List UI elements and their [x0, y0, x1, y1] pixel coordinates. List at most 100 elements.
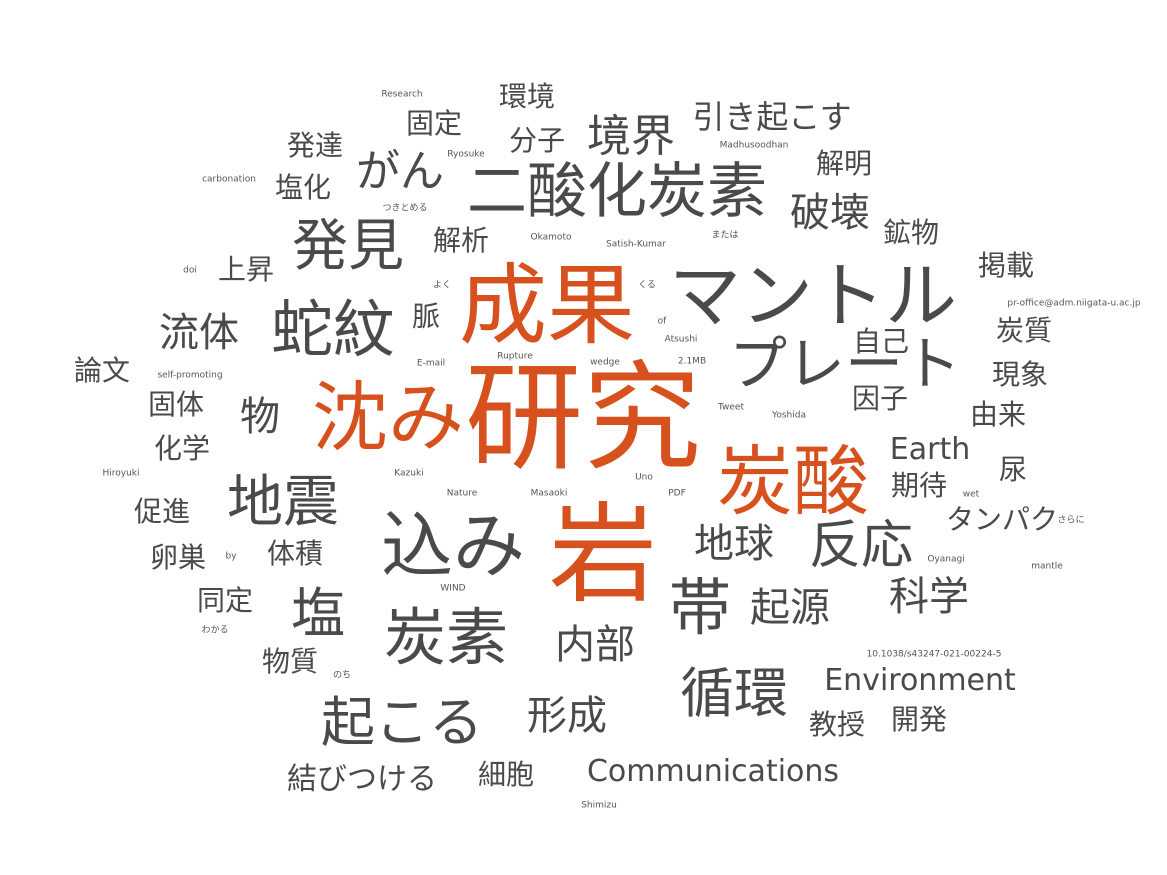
- cloud-word: 物: [240, 394, 280, 440]
- cloud-word: さらに: [1057, 515, 1085, 526]
- cloud-word: self-promoting: [157, 370, 223, 381]
- cloud-word: プレート: [728, 330, 962, 398]
- cloud-word: 塩: [291, 582, 345, 645]
- cloud-word: 固定: [405, 107, 463, 140]
- cloud-word: mantle: [1031, 561, 1063, 572]
- cloud-word: by: [225, 551, 237, 562]
- cloud-word: E-mail: [416, 358, 446, 369]
- cloud-word: Satish-Kumar: [605, 239, 667, 250]
- cloud-word: pr-office@adm.niigata-u.ac.jp: [1007, 298, 1141, 309]
- cloud-word: PDF: [668, 488, 686, 499]
- cloud-word: 教授: [808, 708, 866, 741]
- cloud-word: 因子: [851, 382, 909, 415]
- cloud-word: 塩化: [274, 171, 332, 204]
- cloud-word: of: [657, 316, 667, 327]
- cloud-word: 研究: [464, 349, 702, 487]
- cloud-word: 循環: [680, 662, 788, 725]
- cloud-word: 科学: [889, 574, 969, 620]
- cloud-word: よく: [432, 280, 452, 291]
- cloud-word: 反応: [808, 516, 914, 576]
- cloud-word: Okamoto: [530, 232, 572, 243]
- cloud-word: Shimizu: [581, 800, 617, 811]
- cloud-word: 流体: [159, 310, 239, 356]
- cloud-word: 2.1MB: [677, 356, 707, 367]
- cloud-word: 解明: [815, 147, 873, 180]
- cloud-word: 二酸化炭素: [467, 157, 767, 227]
- cloud-word: 岩: [548, 493, 658, 618]
- cloud-word: Environment: [824, 663, 1016, 698]
- cloud-word: 発達: [286, 129, 344, 162]
- cloud-word: wet: [962, 489, 980, 500]
- cloud-word: 上昇: [217, 253, 275, 286]
- cloud-word: Kazuki: [394, 468, 424, 479]
- cloud-word: タンパク: [945, 503, 1059, 536]
- cloud-word: 10.1038/s43247-021-00224-5: [866, 649, 1002, 660]
- cloud-word: 期待: [890, 469, 948, 502]
- cloud-word: Masaoki: [530, 488, 568, 499]
- cloud-word: doi: [183, 265, 197, 276]
- cloud-word: Atsushi: [664, 334, 698, 345]
- cloud-word: 結びつける: [287, 762, 437, 797]
- cloud-word: マントル: [668, 254, 958, 338]
- cloud-word: 内部: [555, 622, 635, 668]
- cloud-word: Oyanagi: [927, 554, 965, 565]
- cloud-word: 炭酸: [717, 437, 869, 526]
- cloud-word: Research: [381, 89, 423, 100]
- cloud-word: 込み: [380, 504, 526, 588]
- cloud-word: 現象: [991, 358, 1049, 391]
- cloud-word: 鉱物: [882, 216, 940, 249]
- cloud-word: Uno: [635, 472, 653, 483]
- cloud-word: 論文: [73, 354, 131, 387]
- cloud-word: 固体: [147, 388, 205, 421]
- cloud-word: 形成: [527, 693, 607, 739]
- cloud-word: くる: [638, 280, 656, 291]
- cloud-word: 炭質: [995, 314, 1053, 347]
- cloud-word: 分子: [508, 124, 566, 157]
- cloud-word: Tweet: [718, 402, 744, 413]
- cloud-word: WIND: [440, 583, 466, 594]
- cloud-word: Ryosuke: [447, 149, 485, 160]
- cloud-word: 化学: [153, 432, 211, 465]
- cloud-word: 起こる: [321, 691, 483, 754]
- cloud-word: 卵巣: [149, 541, 207, 574]
- cloud-word: Hiroyuki: [102, 468, 140, 479]
- cloud-word: 解析: [432, 224, 490, 257]
- cloud-word: 同定: [196, 584, 254, 617]
- cloud-word: がん: [356, 146, 444, 197]
- cloud-word: Earth: [889, 432, 971, 467]
- cloud-word: 境界: [587, 111, 675, 162]
- cloud-word: のち: [332, 670, 352, 681]
- cloud-word: 尿: [998, 453, 1028, 486]
- cloud-word: 帯: [668, 571, 732, 644]
- cloud-word: 沈み: [312, 373, 464, 462]
- cloud-word: 体積: [266, 537, 324, 570]
- cloud-word: 自己: [852, 325, 910, 358]
- cloud-word: つきとめる: [382, 203, 428, 214]
- cloud-word: 掲載: [977, 249, 1035, 282]
- cloud-word: wedge: [590, 357, 620, 368]
- cloud-word: Nature: [446, 488, 478, 499]
- cloud-word: 起源: [750, 585, 830, 631]
- cloud-word: carbonation: [202, 174, 256, 185]
- cloud-word: Communications: [586, 754, 840, 789]
- cloud-word: 環境: [498, 80, 556, 113]
- cloud-word: Yoshida: [772, 410, 806, 421]
- cloud-word: 破壊: [790, 190, 870, 236]
- cloud-word: 促進: [133, 495, 191, 528]
- cloud-word: Rupture: [497, 351, 533, 362]
- cloud-word: 炭素: [383, 601, 509, 674]
- cloud-word: または: [711, 230, 739, 241]
- cloud-word: 脈: [411, 300, 441, 333]
- cloud-word: 開発: [890, 703, 948, 736]
- cloud-word: 成果: [458, 254, 636, 357]
- cloud-word: 発見: [292, 214, 404, 279]
- cloud-word: 物質: [261, 645, 319, 678]
- cloud-word: 細胞: [477, 758, 535, 791]
- cloud-word: 引き起こす: [692, 98, 852, 136]
- cloud-word: 蛇紋: [270, 293, 396, 366]
- cloud-word: わかる: [201, 625, 229, 636]
- cloud-word: Madhusoodhan: [719, 140, 789, 151]
- cloud-word: 地震: [227, 470, 339, 535]
- cloud-word: 由来: [969, 398, 1027, 431]
